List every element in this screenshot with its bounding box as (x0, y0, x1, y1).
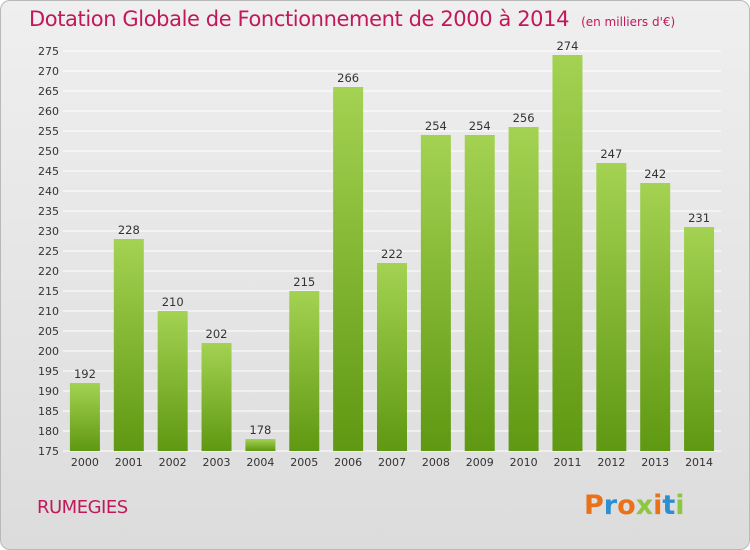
logo-letter: t (662, 490, 676, 521)
bar (596, 163, 627, 451)
bar-value-label: 192 (74, 367, 96, 381)
bar-value-label: 266 (337, 71, 359, 85)
x-tick-label: 2007 (378, 456, 406, 469)
y-tick-label: 215 (38, 285, 59, 298)
y-tick-label: 185 (38, 405, 59, 418)
bar-value-label: 228 (118, 223, 140, 237)
x-tick-label: 2014 (685, 456, 713, 469)
x-tick-label: 2013 (641, 456, 669, 469)
y-tick-label: 200 (38, 345, 59, 358)
bars: 192 228 210 202 178 215 266 222 254 254 256 274 247 2… (69, 39, 715, 451)
y-tick-label: 275 (38, 45, 59, 58)
y-tick-label: 270 (38, 65, 59, 78)
x-tick-label: 2008 (422, 456, 450, 469)
y-tick-label: 240 (38, 185, 59, 198)
bar-value-label: 231 (688, 211, 710, 225)
y-tick-label: 180 (38, 425, 59, 438)
proxiti-logo: Proxiti (584, 490, 685, 521)
y-tick-label: 245 (38, 165, 59, 178)
bar (640, 183, 671, 451)
bar (289, 291, 320, 451)
y-tick-label: 250 (38, 145, 59, 158)
y-tick-label: 260 (38, 105, 59, 118)
bar-value-label: 254 (425, 119, 447, 133)
bar-value-label: 254 (469, 119, 491, 133)
bar-value-label: 210 (162, 295, 184, 309)
bar (552, 55, 583, 451)
bar (201, 343, 232, 451)
x-tick-label: 2004 (246, 456, 274, 469)
y-tick-label: 190 (38, 385, 59, 398)
logo-letter: x (635, 490, 654, 521)
bar (157, 311, 188, 451)
y-tick-label: 255 (38, 125, 59, 138)
bar (684, 227, 715, 451)
x-tick-label: 2002 (159, 456, 187, 469)
y-tick-label: 265 (38, 85, 59, 98)
y-tick-label: 195 (38, 365, 59, 378)
x-tick-label: 2000 (71, 456, 99, 469)
x-tick-label: 2011 (553, 456, 581, 469)
bar (69, 383, 100, 451)
logo-letter: r (603, 490, 618, 521)
bar-value-label: 247 (600, 147, 622, 161)
bar (508, 127, 539, 451)
logo-letter: i (653, 490, 663, 521)
x-tick-label: 2003 (203, 456, 231, 469)
bar (377, 263, 407, 451)
logo-letter: P (584, 490, 604, 521)
bar-value-label: 215 (293, 275, 315, 289)
x-tick-label: 2001 (115, 456, 143, 469)
x-tick-label: 2012 (597, 456, 625, 469)
chart-title: Dotation Globale de Fonctionnement de 20… (29, 7, 675, 31)
x-axis-ticks: 2000 2001 2002 2003 2004 2005 2006 2007 2008 2009… (71, 456, 713, 469)
y-tick-label: 225 (38, 245, 59, 258)
y-tick-label: 220 (38, 265, 59, 278)
y-tick-label: 210 (38, 305, 59, 318)
x-tick-label: 2010 (510, 456, 538, 469)
y-tick-label: 205 (38, 325, 59, 338)
bar (464, 135, 495, 451)
bar (420, 135, 451, 451)
x-tick-label: 2009 (466, 456, 494, 469)
chart-title-text: Dotation Globale de Fonctionnement de 20… (29, 7, 570, 31)
y-tick-label: 235 (38, 205, 59, 218)
bar (333, 87, 364, 451)
bar-value-label: 242 (644, 167, 666, 181)
y-tick-label: 230 (38, 225, 59, 238)
y-axis-ticks: 175 180 185 190 195 200 205 210 215 220 225 230 235 2… (38, 45, 59, 458)
bar-value-label: 202 (206, 327, 228, 341)
bar-value-label: 222 (381, 247, 403, 261)
bar-value-label: 178 (249, 423, 271, 437)
logo-letter: i (675, 490, 685, 521)
bar (245, 439, 276, 451)
bar-value-label: 274 (556, 39, 578, 53)
bar (113, 239, 144, 451)
commune-name: RUMEGIES (37, 497, 128, 518)
x-tick-label: 2006 (334, 456, 362, 469)
y-tick-label: 175 (38, 445, 59, 458)
bar-value-label: 256 (513, 111, 535, 125)
chart-subtitle: (en milliers d'€) (581, 15, 676, 29)
x-tick-label: 2005 (290, 456, 318, 469)
logo-letter: o (617, 490, 636, 521)
